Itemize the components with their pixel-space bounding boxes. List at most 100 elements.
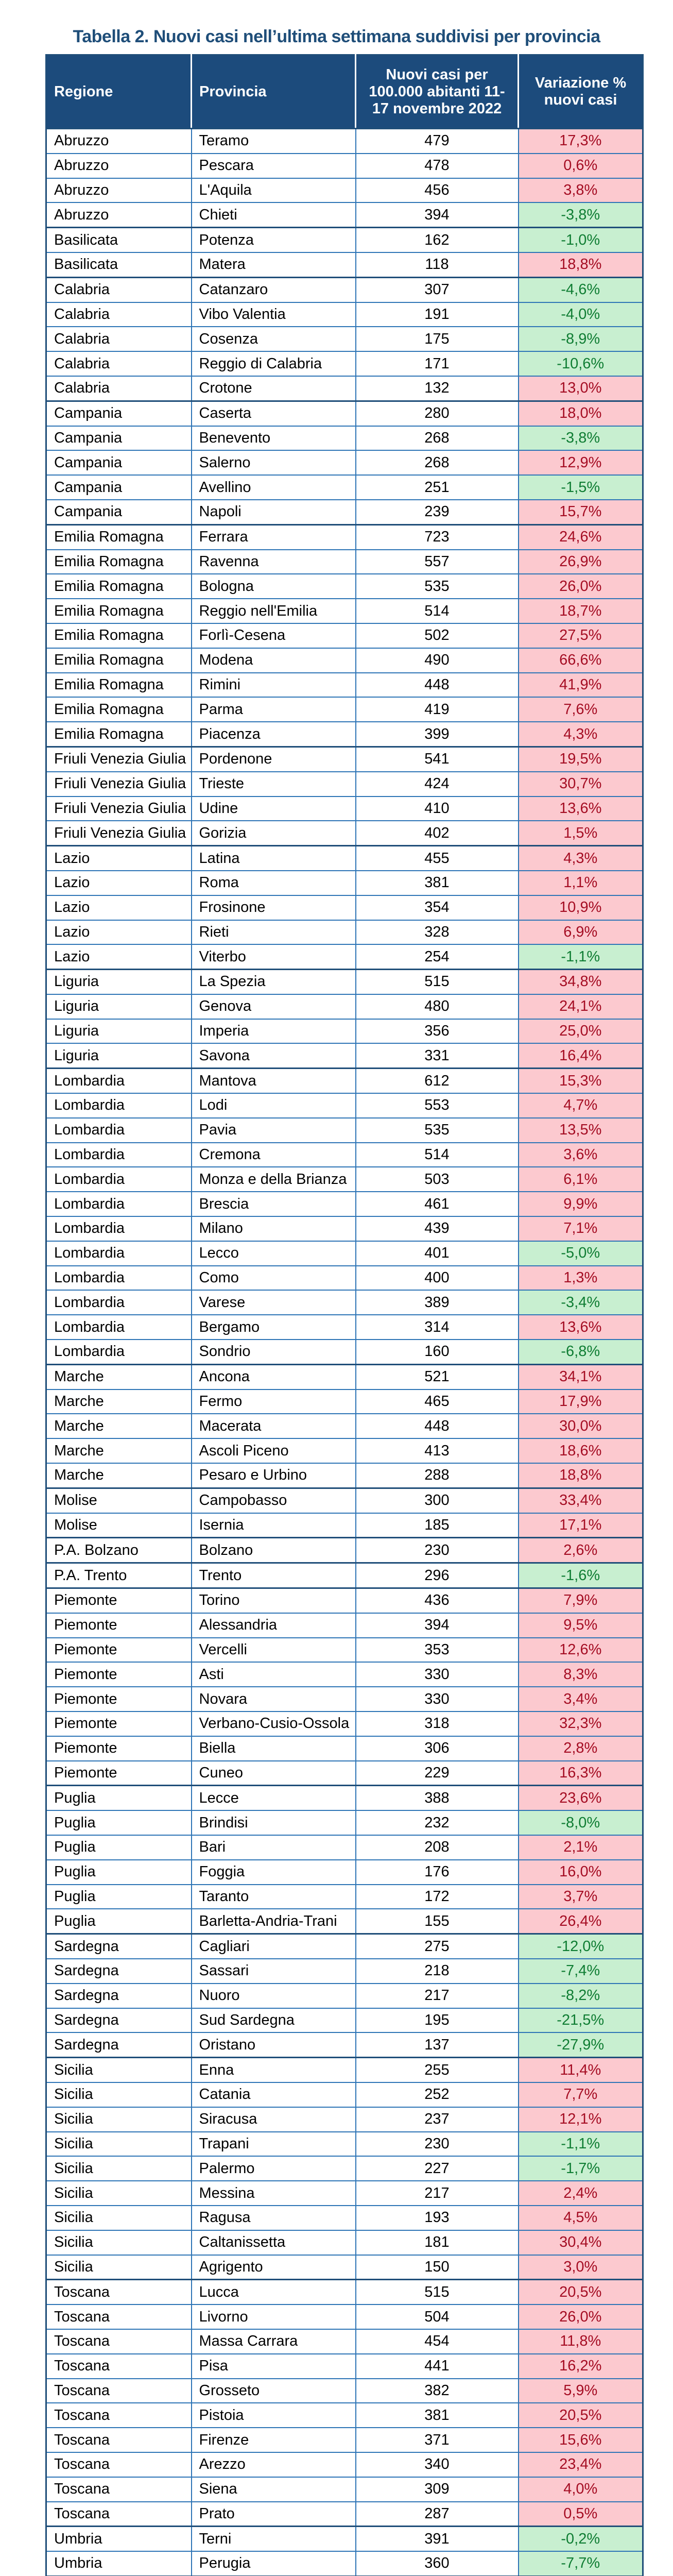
table-row: Sicilia Ragusa 193 4,5% (46, 2205, 643, 2230)
region-cell: Calabria (46, 301, 192, 327)
variation-cell: 18,8% (518, 1463, 643, 1488)
table-row: Lombardia Varese 389 -3,4% (46, 1290, 643, 1315)
table-row: Calabria Catanzaro 307 -4,6% (46, 276, 643, 302)
table-row: Emilia Romagna Bologna 535 26,0% (46, 573, 643, 599)
province-cell: Foggia (191, 1859, 356, 1885)
table-row: Molise Campobasso 300 33,4% (46, 1487, 643, 1513)
table-row: Toscana Grosseto 382 5,9% (46, 2378, 643, 2403)
region-cell: Emilia Romagna (46, 721, 192, 747)
cases-cell: 255 (355, 2057, 519, 2082)
province-cell: Bergamo (191, 1314, 356, 1340)
table-row: Marche Pesaro e Urbino 288 18,8% (46, 1463, 643, 1488)
province-cell: Avellino (191, 474, 356, 500)
cases-cell: 160 (355, 1339, 519, 1365)
header-variazione: Variazione % nuovi casi (518, 55, 643, 129)
variation-cell: 18,6% (518, 1438, 643, 1464)
variation-cell: -27,9% (518, 2032, 643, 2058)
cases-cell: 503 (355, 1166, 519, 1192)
variation-cell: 26,0% (518, 573, 643, 599)
table-row: Emilia Romagna Ravenna 557 26,9% (46, 549, 643, 574)
region-cell: Lombardia (46, 1216, 192, 1241)
cases-cell: 381 (355, 2402, 519, 2428)
province-cell: Bolzano (191, 1537, 356, 1563)
cases-cell: 478 (355, 152, 519, 178)
cases-cell: 371 (355, 2427, 519, 2452)
table-row: Piemonte Cuneo 229 16,3% (46, 1760, 643, 1786)
cases-cell: 340 (355, 2451, 519, 2477)
cases-cell: 230 (355, 2131, 519, 2157)
cases-cell: 328 (355, 919, 519, 945)
table-row: Puglia Taranto 172 3,7% (46, 1884, 643, 1909)
province-cell: Chieti (191, 202, 356, 228)
cases-cell: 360 (355, 2551, 519, 2576)
variation-cell: -4,6% (518, 276, 643, 302)
cases-cell: 515 (355, 2279, 519, 2305)
province-cell: Bologna (191, 573, 356, 599)
province-cell: Trieste (191, 771, 356, 796)
province-cell: Cagliari (191, 1933, 356, 1959)
cases-cell: 419 (355, 697, 519, 722)
variation-cell: -3,8% (518, 425, 643, 451)
region-cell: Calabria (46, 351, 192, 376)
cases-cell: 331 (355, 1043, 519, 1069)
table-row: Sicilia Caltanissetta 181 30,4% (46, 2229, 643, 2255)
region-cell: Umbria (46, 2526, 192, 2552)
table-row: Toscana Lucca 515 20,5% (46, 2279, 643, 2305)
cases-cell: 176 (355, 1859, 519, 1885)
region-cell: Marche (46, 1438, 192, 1464)
variation-cell: 13,6% (518, 795, 643, 821)
region-cell: Basilicata (46, 227, 192, 252)
table-row: Marche Macerata 448 30,0% (46, 1413, 643, 1439)
variation-cell: -1,7% (518, 2156, 643, 2181)
cases-cell: 175 (355, 326, 519, 352)
table-row: Umbria Terni 391 -0,2% (46, 2526, 643, 2552)
table-row: Piemonte Asti 330 8,3% (46, 1662, 643, 1687)
province-cell: Alessandria (191, 1612, 356, 1638)
region-cell: Abruzzo (46, 202, 192, 228)
variation-cell: 3,6% (518, 1142, 643, 1167)
region-cell: Emilia Romagna (46, 573, 192, 599)
table-row: Emilia Romagna Rimini 448 41,9% (46, 672, 643, 698)
variation-cell: 4,5% (518, 2205, 643, 2230)
table-row: Toscana Arezzo 340 23,4% (46, 2451, 643, 2477)
table-row: Sicilia Agrigento 150 3,0% (46, 2254, 643, 2280)
table-row: Lombardia Milano 439 7,1% (46, 1216, 643, 1241)
province-cell: Barletta-Andria-Trani (191, 1908, 356, 1934)
cases-cell: 229 (355, 1760, 519, 1786)
region-cell: Abruzzo (46, 152, 192, 178)
province-cell: Sud Sardegna (191, 2007, 356, 2033)
province-cell: Agrigento (191, 2254, 356, 2280)
table-row: Marche Ancona 521 34,1% (46, 1363, 643, 1389)
cases-cell: 514 (355, 1142, 519, 1167)
province-cell: La Spezia (191, 969, 356, 994)
region-cell: Lazio (46, 919, 192, 945)
variation-cell: -8,0% (518, 1810, 643, 1835)
variation-cell: 1,5% (518, 820, 643, 846)
variation-cell: -7,4% (518, 1958, 643, 1984)
variation-cell: -0,2% (518, 2526, 643, 2552)
cases-cell: 307 (355, 276, 519, 302)
region-cell: Sardegna (46, 1982, 192, 2008)
table-row: Puglia Brindisi 232 -8,0% (46, 1810, 643, 1835)
province-cell: Bari (191, 1834, 356, 1860)
province-cell: Ascoli Piceno (191, 1438, 356, 1464)
region-cell: Sardegna (46, 1958, 192, 1984)
table-row: Campania Avellino 251 -1,5% (46, 474, 643, 500)
region-cell: Toscana (46, 2501, 192, 2527)
variation-cell: -21,5% (518, 2007, 643, 2033)
region-cell: Emilia Romagna (46, 622, 192, 648)
region-cell: Marche (46, 1363, 192, 1389)
variation-cell: 11,4% (518, 2057, 643, 2082)
province-cell: Matera (191, 251, 356, 278)
cases-cell: 413 (355, 1438, 519, 1464)
cases-cell: 535 (355, 573, 519, 599)
variation-cell: 13,6% (518, 1314, 643, 1340)
cases-cell: 448 (355, 1413, 519, 1439)
variation-cell: 9,5% (518, 1612, 643, 1638)
table-row: Lombardia Pavia 535 13,5% (46, 1117, 643, 1143)
region-cell: Lombardia (46, 1191, 192, 1217)
cases-cell: 356 (355, 1018, 519, 1044)
region-cell: Lombardia (46, 1290, 192, 1315)
region-cell: Molise (46, 1487, 192, 1513)
region-cell: Lombardia (46, 1240, 192, 1266)
